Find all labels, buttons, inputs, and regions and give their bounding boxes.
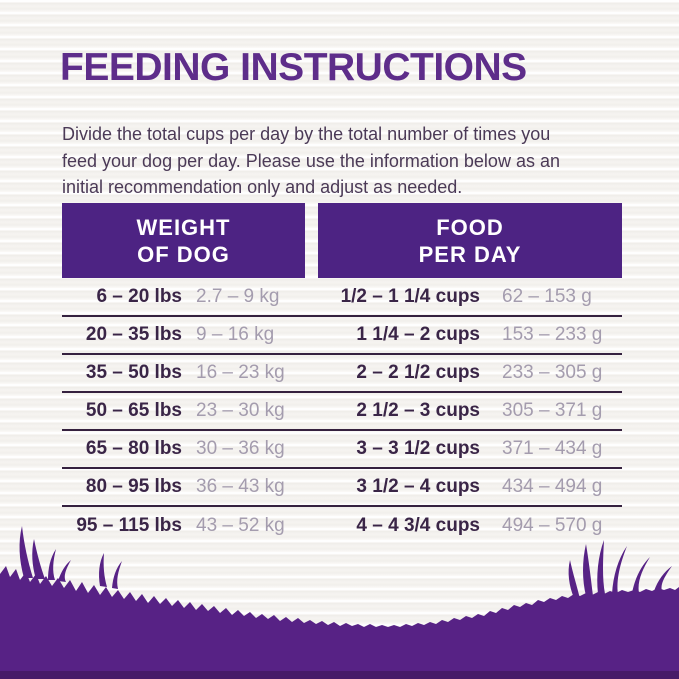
weight-kg-cell: 30 – 36 kg [196, 438, 285, 459]
food-cups-cell: 2 1/2 – 3 cups [356, 400, 480, 421]
feeding-table-body: 6 – 20 lbs 2.7 – 9 kg 1/2 – 1 1/4 cups 6… [62, 279, 622, 545]
table-row: 35 – 50 lbs 16 – 23 kg 2 – 2 1/2 cups 23… [62, 355, 622, 393]
food-grams-cell: 371 – 434 g [502, 438, 603, 459]
intro-line-1: Divide the total cups per day by the tot… [62, 124, 551, 144]
weight-kg-cell: 43 – 52 kg [196, 515, 285, 536]
header-food-line-2: PER DAY [418, 241, 522, 267]
page-title: FEEDING INSTRUCTIONS [60, 46, 527, 89]
food-grams-cell: 62 – 153 g [502, 286, 592, 307]
food-cups-cell: 1/2 – 1 1/4 cups [340, 286, 480, 307]
weight-lbs-cell: 65 – 80 lbs [85, 438, 182, 459]
food-grams-cell: 153 – 233 g [502, 324, 603, 345]
food-grams-cell: 233 – 305 g [502, 362, 603, 383]
food-cups-cell: 1 1/4 – 2 cups [356, 324, 480, 345]
intro-line-2: feed your dog per day. Please use the in… [62, 150, 560, 171]
grass-silhouette-icon [0, 526, 679, 679]
table-row: 80 – 95 lbs 36 – 43 kg 3 1/2 – 4 cups 43… [62, 469, 622, 507]
header-weight-line-2: OF DOG [137, 241, 230, 267]
header-food-line-1: FOOD [436, 214, 504, 240]
table-row: 6 – 20 lbs 2.7 – 9 kg 1/2 – 1 1/4 cups 6… [62, 279, 622, 317]
food-cups-cell: 3 – 3 1/2 cups [356, 438, 480, 459]
header-weight-line-1: WEIGHT [136, 214, 231, 240]
weight-kg-cell: 36 – 43 kg [196, 476, 285, 497]
weight-lbs-cell: 50 – 65 lbs [85, 400, 182, 421]
table-row: 20 – 35 lbs 9 – 16 kg 1 1/4 – 2 cups 153… [62, 317, 622, 355]
weight-kg-cell: 23 – 30 kg [196, 400, 285, 421]
weight-lbs-cell: 80 – 95 lbs [85, 476, 182, 497]
table-row: 50 – 65 lbs 23 – 30 kg 2 1/2 – 3 cups 30… [62, 393, 622, 431]
weight-lbs-cell: 95 – 115 lbs [76, 515, 182, 536]
food-cups-cell: 2 – 2 1/2 cups [356, 362, 480, 383]
food-grams-cell: 494 – 570 g [502, 515, 603, 536]
intro-text: Divide the total cups per day by the tot… [62, 121, 637, 201]
weight-lbs-cell: 6 – 20 lbs [96, 286, 182, 307]
food-grams-cell: 434 – 494 g [502, 476, 603, 497]
table-row: 65 – 80 lbs 30 – 36 kg 3 – 3 1/2 cups 37… [62, 431, 622, 469]
food-cups-cell: 4 – 4 3/4 cups [356, 515, 480, 536]
weight-lbs-cell: 35 – 50 lbs [85, 362, 182, 383]
weight-kg-cell: 2.7 – 9 kg [196, 286, 280, 307]
weight-lbs-cell: 20 – 35 lbs [85, 324, 182, 345]
intro-line-3: initial recommendation only and adjust a… [62, 177, 463, 197]
food-grams-cell: 305 – 371 g [502, 400, 603, 421]
table-header-weight-of-dog: WEIGHT OF DOG [62, 203, 305, 278]
weight-kg-cell: 9 – 16 kg [196, 324, 275, 345]
table-row: 95 – 115 lbs 43 – 52 kg 4 – 4 3/4 cups 4… [62, 507, 622, 545]
weight-kg-cell: 16 – 23 kg [196, 362, 285, 383]
table-header-food-per-day: FOOD PER DAY [318, 203, 622, 278]
table-header: WEIGHT OF DOG FOOD PER DAY [62, 203, 622, 278]
food-cups-cell: 3 1/2 – 4 cups [356, 476, 480, 497]
